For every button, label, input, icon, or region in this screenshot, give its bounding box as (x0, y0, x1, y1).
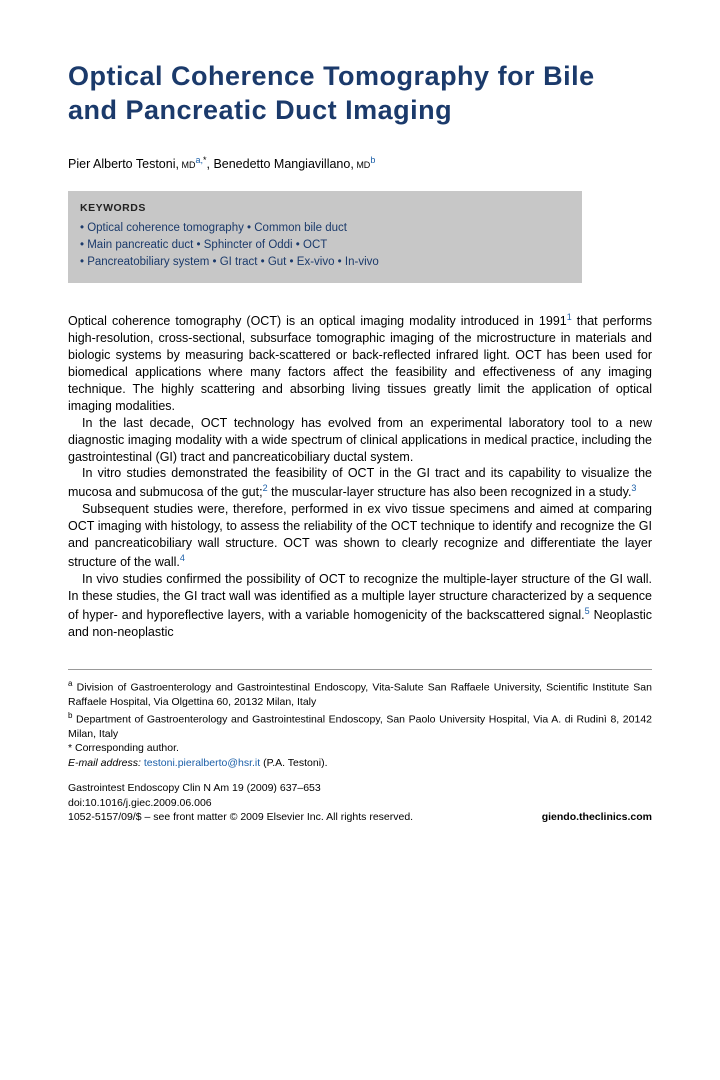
footnotes: a Division of Gastroenterology and Gastr… (68, 669, 652, 825)
ref-3[interactable]: 3 (631, 483, 636, 493)
ref-4[interactable]: 4 (180, 553, 185, 563)
p3-text-b: the muscular-layer structure has also be… (268, 486, 632, 500)
email-after: (P.A. Testoni). (260, 757, 327, 769)
keywords-list: • Optical coherence tomography • Common … (80, 220, 570, 272)
author-1-degree: MD (179, 160, 196, 170)
paragraph-2: In the last decade, OCT technology has e… (68, 415, 652, 466)
aff-b-text: Department of Gastroenterology and Gastr… (68, 713, 652, 740)
p1-text-b: that performs high-resolution, cross-sec… (68, 315, 652, 413)
keywords-heading: KEYWORDS (80, 201, 570, 215)
authors-line: Pier Alberto Testoni, MDa,*, Benedetto M… (68, 154, 652, 173)
author-2-aff-sup[interactable]: b (370, 155, 375, 165)
email-address[interactable]: testoni.pieralberto@hsr.it (144, 757, 260, 769)
article-title: Optical Coherence Tomography for Bile an… (68, 60, 652, 128)
aff-a-text: Division of Gastroenterology and Gastroi… (68, 681, 652, 708)
doi-line: doi:10.1016/j.giec.2009.06.006 (68, 796, 652, 811)
body-text: Optical coherence tomography (OCT) is an… (68, 311, 652, 640)
corresponding-author: * Corresponding author. (68, 741, 652, 756)
journal-citation: Gastrointest Endoscopy Clin N Am 19 (200… (68, 781, 652, 796)
email-label: E-mail address: (68, 757, 144, 769)
p1-text-a: Optical coherence tomography (OCT) is an… (68, 315, 567, 329)
journal-site[interactable]: giendo.theclinics.com (542, 810, 652, 825)
p4-text-a: Subsequent studies were, therefore, perf… (68, 502, 652, 569)
author-1-aff-sup[interactable]: a, (195, 155, 203, 165)
affiliation-a: a Division of Gastroenterology and Gastr… (68, 678, 652, 710)
paragraph-1: Optical coherence tomography (OCT) is an… (68, 311, 652, 414)
author-2-name: Benedetto Mangiavillano, (213, 157, 353, 171)
paragraph-3: In vitro studies demonstrated the feasib… (68, 465, 652, 501)
affiliation-b: b Department of Gastroenterology and Gas… (68, 710, 652, 742)
p5-text-a: In vivo studies confirmed the possibilit… (68, 572, 652, 622)
author-1-name: Pier Alberto Testoni, (68, 157, 179, 171)
paragraph-4: Subsequent studies were, therefore, perf… (68, 501, 652, 571)
keywords-line-2: • Main pancreatic duct • Sphincter of Od… (80, 237, 570, 254)
keywords-line-1: • Optical coherence tomography • Common … (80, 220, 570, 237)
journal-footer: Gastrointest Endoscopy Clin N Am 19 (200… (68, 781, 652, 825)
keywords-box: KEYWORDS • Optical coherence tomography … (68, 191, 582, 284)
author-2-degree: MD (354, 160, 371, 170)
keywords-line-3: • Pancreatobiliary system • GI tract • G… (80, 254, 570, 271)
email-line: E-mail address: testoni.pieralberto@hsr.… (68, 756, 652, 771)
paragraph-5: In vivo studies confirmed the possibilit… (68, 571, 652, 641)
